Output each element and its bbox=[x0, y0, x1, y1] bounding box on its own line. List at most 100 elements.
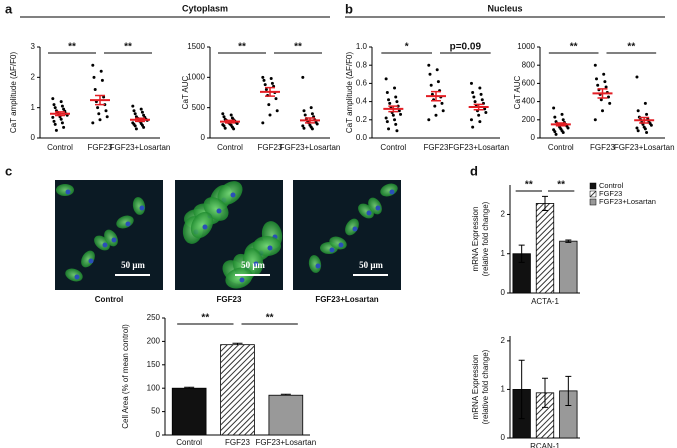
data-point bbox=[303, 113, 307, 117]
panel-label: a bbox=[5, 1, 13, 16]
nucleus bbox=[111, 237, 117, 243]
y-tick-label: 200 bbox=[147, 337, 161, 346]
data-point bbox=[427, 118, 431, 122]
data-point bbox=[484, 111, 488, 115]
cell bbox=[190, 211, 214, 239]
data-point bbox=[395, 129, 399, 133]
data-point bbox=[235, 121, 239, 125]
significance-label: ** bbox=[627, 42, 635, 53]
data-point bbox=[607, 95, 610, 99]
significance-label: p=0.09 bbox=[450, 42, 482, 53]
panel-label: c bbox=[5, 163, 12, 178]
nucleus bbox=[366, 210, 372, 216]
y-tick-label: 0 bbox=[156, 430, 161, 439]
data-point bbox=[560, 112, 564, 116]
data-point bbox=[309, 106, 313, 110]
error-bar bbox=[565, 239, 572, 243]
nucleus bbox=[338, 242, 344, 248]
y-tick-label: 1 bbox=[501, 249, 506, 258]
data-point bbox=[301, 124, 305, 128]
sem-bar bbox=[431, 90, 441, 102]
data-point bbox=[473, 100, 477, 104]
sem-bar bbox=[55, 111, 65, 117]
y-tick-label: 0 bbox=[501, 433, 506, 442]
data-point bbox=[469, 118, 473, 122]
legend-swatch bbox=[589, 182, 597, 190]
data-point bbox=[222, 115, 226, 119]
legend-swatch bbox=[589, 190, 597, 198]
x-tick-label: FGF23 bbox=[258, 143, 283, 152]
nucleus bbox=[125, 221, 131, 227]
data-point bbox=[270, 81, 274, 85]
data-point bbox=[59, 117, 63, 121]
data-point bbox=[388, 101, 392, 105]
data-point bbox=[645, 131, 649, 135]
significance-label: ** bbox=[570, 42, 578, 53]
data-point bbox=[603, 80, 607, 84]
y-axis-label: Cell Area (% of mean control) bbox=[121, 324, 130, 429]
data-point bbox=[52, 119, 56, 123]
data-point bbox=[635, 75, 639, 79]
significance-label: ** bbox=[68, 42, 76, 53]
data-point bbox=[133, 112, 137, 116]
data-point bbox=[435, 68, 439, 72]
data-point bbox=[51, 97, 55, 101]
data-point bbox=[649, 123, 653, 127]
scale-bar-label: 50 μm bbox=[359, 260, 383, 270]
data-point bbox=[434, 113, 438, 117]
data-point bbox=[593, 118, 597, 122]
data-point bbox=[53, 122, 57, 126]
data-point bbox=[132, 109, 136, 113]
x-tick-label: RCAN-1 bbox=[530, 442, 560, 448]
x-tick-label: FGF23 bbox=[590, 143, 615, 152]
data-point bbox=[232, 127, 236, 131]
data-point bbox=[302, 109, 306, 113]
significance-label: ** bbox=[525, 180, 533, 191]
data-point bbox=[436, 80, 440, 84]
data-point bbox=[59, 100, 63, 104]
y-tick-label: 500 bbox=[192, 103, 206, 112]
data-point bbox=[643, 101, 647, 105]
cell bbox=[225, 267, 253, 289]
data-point bbox=[91, 121, 95, 125]
data-point bbox=[385, 120, 389, 124]
data-point bbox=[268, 113, 272, 117]
micrographs: 50 μm 50 μm 50 μm bbox=[55, 180, 401, 290]
legend-label: FGF23+Losartan bbox=[599, 197, 656, 206]
y-tick-label: 0.8 bbox=[356, 60, 368, 69]
y-tick-label: 600 bbox=[522, 79, 536, 88]
data-point bbox=[131, 104, 135, 108]
y-axis-label: (relative fold change) bbox=[481, 349, 490, 424]
data-point bbox=[553, 130, 557, 134]
data-point bbox=[139, 107, 143, 111]
data-point bbox=[480, 98, 484, 102]
data-point bbox=[399, 112, 403, 116]
y-axis-label: mRNA Expression bbox=[471, 207, 480, 272]
data-point bbox=[100, 78, 104, 82]
nucleus bbox=[102, 242, 108, 248]
error-bar bbox=[518, 359, 525, 420]
data-point bbox=[608, 101, 612, 105]
y-tick-label: 200 bbox=[522, 115, 536, 124]
significance-label: ** bbox=[201, 313, 209, 324]
x-tick-label: ACTA-1 bbox=[531, 297, 559, 306]
panel-title: Cytoplasm bbox=[182, 3, 228, 13]
significance-label: ** bbox=[557, 180, 565, 191]
data-point bbox=[96, 106, 100, 110]
data-point bbox=[310, 112, 314, 116]
data-point bbox=[262, 78, 266, 82]
y-tick-label: 2 bbox=[31, 72, 36, 81]
data-point bbox=[91, 63, 95, 67]
x-tick-label: FGF23 bbox=[88, 143, 113, 152]
data-point bbox=[430, 92, 434, 96]
y-tick-label: 1 bbox=[31, 103, 36, 112]
x-tick-label: FGF23 bbox=[424, 143, 449, 152]
data-point bbox=[471, 91, 475, 94]
x-tick-label: FGF23+Losartan bbox=[448, 143, 509, 152]
data-point bbox=[601, 109, 604, 113]
y-tick-label: 0.4 bbox=[356, 97, 368, 106]
data-point bbox=[261, 75, 265, 79]
micrograph bbox=[293, 180, 401, 290]
y-tick-label: 400 bbox=[522, 97, 536, 106]
